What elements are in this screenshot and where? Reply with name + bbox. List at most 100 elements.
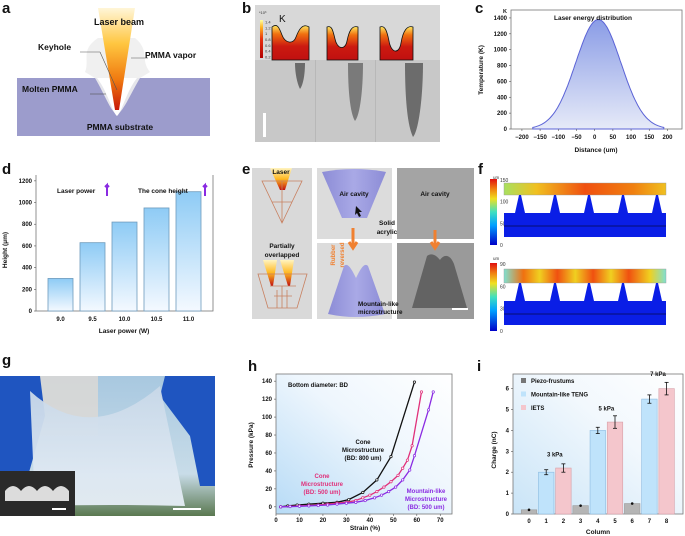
y-tick-label: 120 — [262, 397, 273, 403]
x-tick-label: 2 — [562, 519, 566, 525]
label-air-cavity-photo: Air cavity — [420, 191, 450, 198]
heat-map-2 — [326, 26, 359, 61]
panel-label-a: a — [2, 0, 11, 17]
colorbar-tick: 0 — [500, 329, 503, 335]
colorbar-tick: 1 — [265, 31, 268, 36]
y-tick-label: 0 — [29, 309, 33, 315]
colorbar-tick: 0.8 — [265, 37, 271, 42]
y-tick-label: 1000 — [494, 48, 508, 54]
panel-label-f: f — [478, 161, 483, 178]
colorbar-tick: 90 — [500, 262, 506, 268]
data-point — [347, 498, 351, 502]
arrow-up-icon — [104, 182, 110, 196]
x-tick-label: 9.5 — [88, 317, 97, 323]
y-tick-label: 1 — [506, 491, 510, 497]
y-axis-label: Height (μm) — [2, 232, 9, 268]
x-tick-label: 10.5 — [151, 317, 163, 323]
error-marker — [630, 502, 634, 505]
label-rubber: Rubber — [331, 244, 337, 266]
data-point — [288, 505, 292, 509]
glove-right — [160, 376, 215, 486]
series-label: Microstructure — [342, 448, 385, 454]
laser-schematic: Laser beam Keyhole PMMA vapor Molten PMM… — [17, 8, 210, 136]
label-pmma-substrate: PMMA substrate — [87, 122, 154, 132]
data-point — [375, 490, 379, 494]
colorbar-tick: 50 — [500, 221, 506, 227]
legend-swatch — [521, 378, 526, 383]
keyhole-photo-1 — [295, 63, 305, 89]
label-solid: Solid — [379, 220, 395, 227]
x-tick-label: −100 — [552, 135, 566, 141]
data-point — [401, 478, 405, 482]
label-pmma-vapor: PMMA vapor — [145, 50, 197, 60]
series-label: (BD: 500 um) — [407, 505, 444, 511]
x-tick-label: 40 — [367, 518, 374, 524]
panel-label-c: c — [475, 0, 484, 17]
colorbar-tick: 0.4 — [265, 49, 271, 54]
arrow-up-icon — [202, 182, 208, 196]
deformation-simulation: um 150 100 50 0 um 90 60 30 0 — [490, 175, 667, 335]
colorbar-unit-bottom: um — [493, 256, 500, 261]
y-tick-label: 20 — [265, 487, 272, 493]
x-tick-label: 6 — [631, 519, 635, 525]
x-axis-label: Laser power (W) — [99, 328, 150, 335]
iets-photo — [0, 376, 215, 516]
x-tick-label: 10.0 — [119, 317, 131, 323]
x-tick-label: 60 — [413, 518, 420, 524]
pressure-label: 5 kPa — [599, 407, 615, 413]
data-point — [326, 503, 330, 507]
x-axis-label: Column — [586, 529, 610, 536]
y-tick-label: 6 — [506, 387, 510, 393]
colorbar-exponent: *10³ — [259, 10, 267, 15]
label-overlapped: overlapped — [265, 252, 300, 259]
label-reversed: reversed — [340, 242, 346, 267]
label-mountain-like: Mountain-like — [358, 301, 399, 308]
data-point — [316, 503, 320, 508]
y-tick-label: 1400 — [494, 16, 508, 22]
x-tick-label: 1 — [545, 519, 549, 525]
y-tick-label: 200 — [497, 111, 508, 117]
data-point — [335, 502, 339, 506]
y-tick-label: 5 — [506, 408, 510, 414]
legend-label: Mountain-like TENG — [531, 393, 588, 399]
data-point — [419, 390, 424, 394]
x-tick-label: 0 — [274, 518, 278, 524]
x-tick-label: 70 — [437, 518, 444, 524]
temperature-colorbar — [260, 20, 263, 58]
keyhole-photo-3 — [405, 63, 423, 137]
arrow-down-icon — [347, 228, 359, 251]
keyhole-photo-2 — [348, 63, 363, 121]
x-tick-label: 150 — [644, 135, 655, 141]
colorbar-tick: 0.6 — [265, 43, 271, 48]
colorbar-tick: 60 — [500, 284, 506, 290]
y-tick-label: 0 — [506, 512, 510, 518]
chart-title: Laser energy distribution — [554, 15, 632, 22]
label-laser: Laser — [272, 169, 290, 176]
x-tick-label: 7 — [648, 519, 652, 525]
x-tick-label: 100 — [626, 135, 637, 141]
colorbar-tick: 0.2 — [265, 55, 271, 60]
bar — [111, 221, 138, 312]
bar — [624, 503, 641, 515]
data-point — [412, 454, 417, 458]
series-label: Mountain-like — [407, 489, 446, 495]
y-tick-label: 600 — [497, 79, 508, 85]
pressure-label: 7 kPa — [650, 372, 666, 378]
y-axis-label: Temperature (K) — [478, 45, 485, 95]
y-tick-label: 1200 — [494, 32, 508, 38]
bar — [79, 242, 106, 312]
pressure-label: 3 kPa — [547, 453, 563, 459]
colorbar-tick: 0 — [500, 243, 503, 249]
data-point — [361, 490, 365, 495]
legend-swatch — [521, 391, 526, 397]
data-point — [368, 493, 372, 497]
series-label: Microstructure — [301, 482, 344, 488]
y-tick-label: 2 — [506, 470, 510, 476]
panel-label-h: h — [248, 358, 258, 375]
panel-label-e: e — [242, 161, 251, 178]
y-axis-label: Pressure (kPa) — [248, 422, 255, 468]
data-point — [363, 498, 367, 503]
x-tick-label: −200 — [515, 135, 529, 141]
air-cavity-photo — [397, 168, 474, 239]
colorbar-tick: 1.2 — [265, 25, 271, 30]
